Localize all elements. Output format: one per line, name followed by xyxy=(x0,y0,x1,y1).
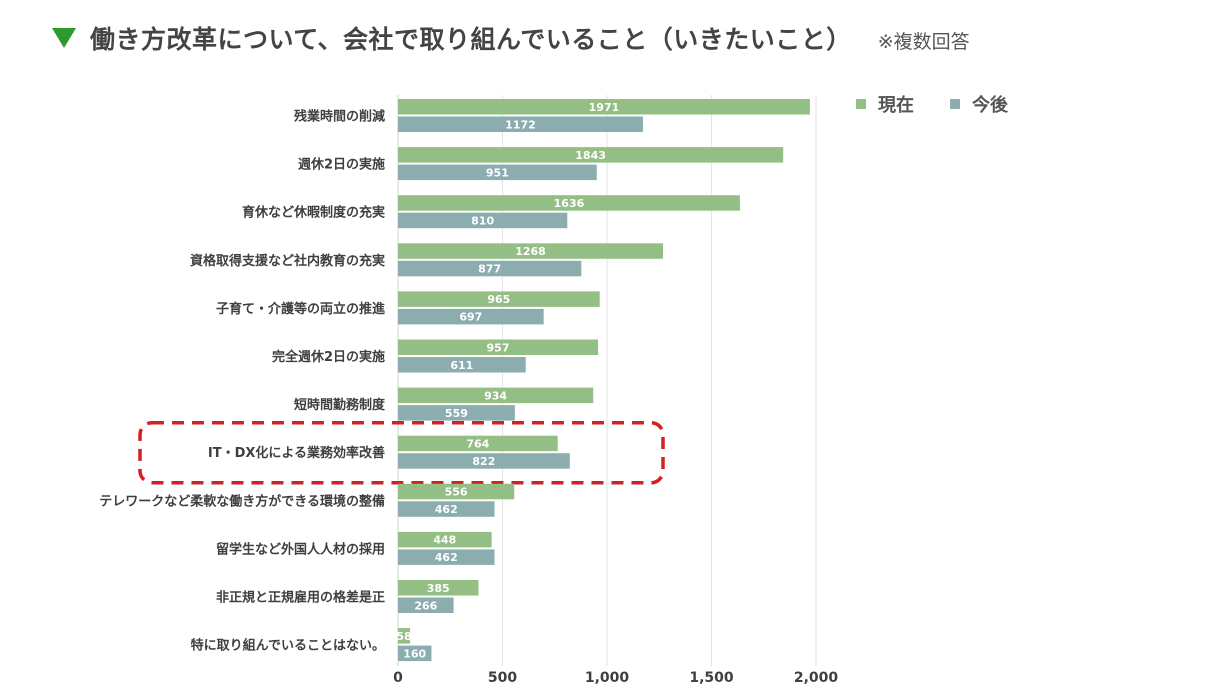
data-label-current: 1268 xyxy=(515,245,546,258)
bar-current xyxy=(398,435,558,452)
legend-item-current: 現在 xyxy=(856,91,914,117)
bar-current xyxy=(398,339,599,355)
category-label: 完全週休2日の実施 xyxy=(272,349,385,365)
x-tick-label: 2,000 xyxy=(794,670,839,686)
data-label-current: 1636 xyxy=(554,197,585,210)
data-label-current: 58 xyxy=(396,630,411,643)
data-label-current: 1971 xyxy=(589,101,620,114)
data-label-current: 556 xyxy=(445,486,468,499)
category-label: 留学生など外国人人材の採用 xyxy=(216,541,385,557)
bar-future xyxy=(398,212,568,229)
bar-current xyxy=(398,243,664,259)
category-label: IT・DX化による業務効率改善 xyxy=(208,445,385,461)
bar-current xyxy=(398,531,492,548)
x-tick-label: 500 xyxy=(488,670,517,686)
bar-future xyxy=(398,260,582,277)
data-label-current: 965 xyxy=(487,293,510,306)
category-label: テレワークなど柔軟な働き方ができる環境の整備 xyxy=(99,493,385,509)
data-label-future: 822 xyxy=(472,455,495,468)
bar-future xyxy=(398,116,643,132)
bar-current xyxy=(398,580,479,596)
triangle-marker-icon xyxy=(52,28,76,48)
bar-current xyxy=(398,195,740,211)
category-label: 残業時間の削減 xyxy=(294,109,385,125)
legend: 現在 今後 xyxy=(856,91,1044,117)
x-tick-label: 0 xyxy=(393,670,403,686)
data-label-current: 764 xyxy=(466,437,489,450)
data-label-future: 462 xyxy=(435,551,458,564)
data-label-future: 266 xyxy=(414,599,437,612)
data-label-future: 951 xyxy=(486,166,509,179)
data-label-current: 934 xyxy=(484,389,507,402)
legend-label-future: 今後 xyxy=(972,95,1008,116)
data-label-current: 957 xyxy=(487,341,510,354)
chart-header: 働き方改革について、会社で取り組んでいること（いきたいこと） ※複数回答 xyxy=(52,18,970,58)
bar-future xyxy=(398,308,544,325)
data-label-future: 462 xyxy=(435,503,458,516)
legend-label-current: 現在 xyxy=(878,95,914,116)
category-label: 短時間勤務制度 xyxy=(294,397,386,413)
category-label: 資格取得支援など社内教育の充実 xyxy=(190,253,385,269)
category-label: 非正規と正規雇用の格差是正 xyxy=(216,590,385,606)
data-label-future: 611 xyxy=(450,359,473,372)
bar-current xyxy=(398,387,594,404)
category-label: 子育て・介護等の両立の推進 xyxy=(216,301,385,317)
bar-current xyxy=(398,483,515,500)
legend-item-future: 今後 xyxy=(950,91,1008,117)
bar-future xyxy=(398,357,526,373)
bar-future xyxy=(398,501,495,517)
bar-current xyxy=(398,147,784,163)
category-label: 特に取り組んでいることはない。 xyxy=(191,638,385,654)
bar-future xyxy=(398,164,597,181)
data-label-current: 1843 xyxy=(575,149,606,162)
data-label-future: 697 xyxy=(459,311,482,324)
bar-future xyxy=(398,549,495,565)
bar-current xyxy=(398,291,600,307)
data-label-future: 877 xyxy=(478,263,501,276)
chart-title: 働き方改革について、会社で取り組んでいること（いきたいこと） xyxy=(90,25,852,54)
bar-future xyxy=(398,645,432,662)
data-label-future: 810 xyxy=(471,214,494,227)
legend-swatch-future xyxy=(950,99,960,109)
bar-future xyxy=(398,597,454,613)
bar-current xyxy=(398,99,810,115)
data-label-current: 448 xyxy=(433,534,456,547)
data-label-future: 559 xyxy=(445,407,468,420)
x-tick-label: 1,000 xyxy=(585,670,630,686)
multiple-answer-note: ※複数回答 xyxy=(877,30,970,53)
bar-current xyxy=(398,628,411,644)
data-label-current: 385 xyxy=(427,582,450,595)
category-label: 週休2日の実施 xyxy=(298,157,385,173)
data-label-future: 160 xyxy=(403,647,426,660)
bar-future xyxy=(398,405,515,421)
highlight-box xyxy=(138,420,665,485)
data-label-future: 1172 xyxy=(505,118,536,131)
x-tick-label: 1,500 xyxy=(689,670,734,686)
category-label: 育休など休暇制度の充実 xyxy=(242,205,385,221)
bar-future xyxy=(398,453,570,469)
legend-swatch-current xyxy=(856,99,866,109)
